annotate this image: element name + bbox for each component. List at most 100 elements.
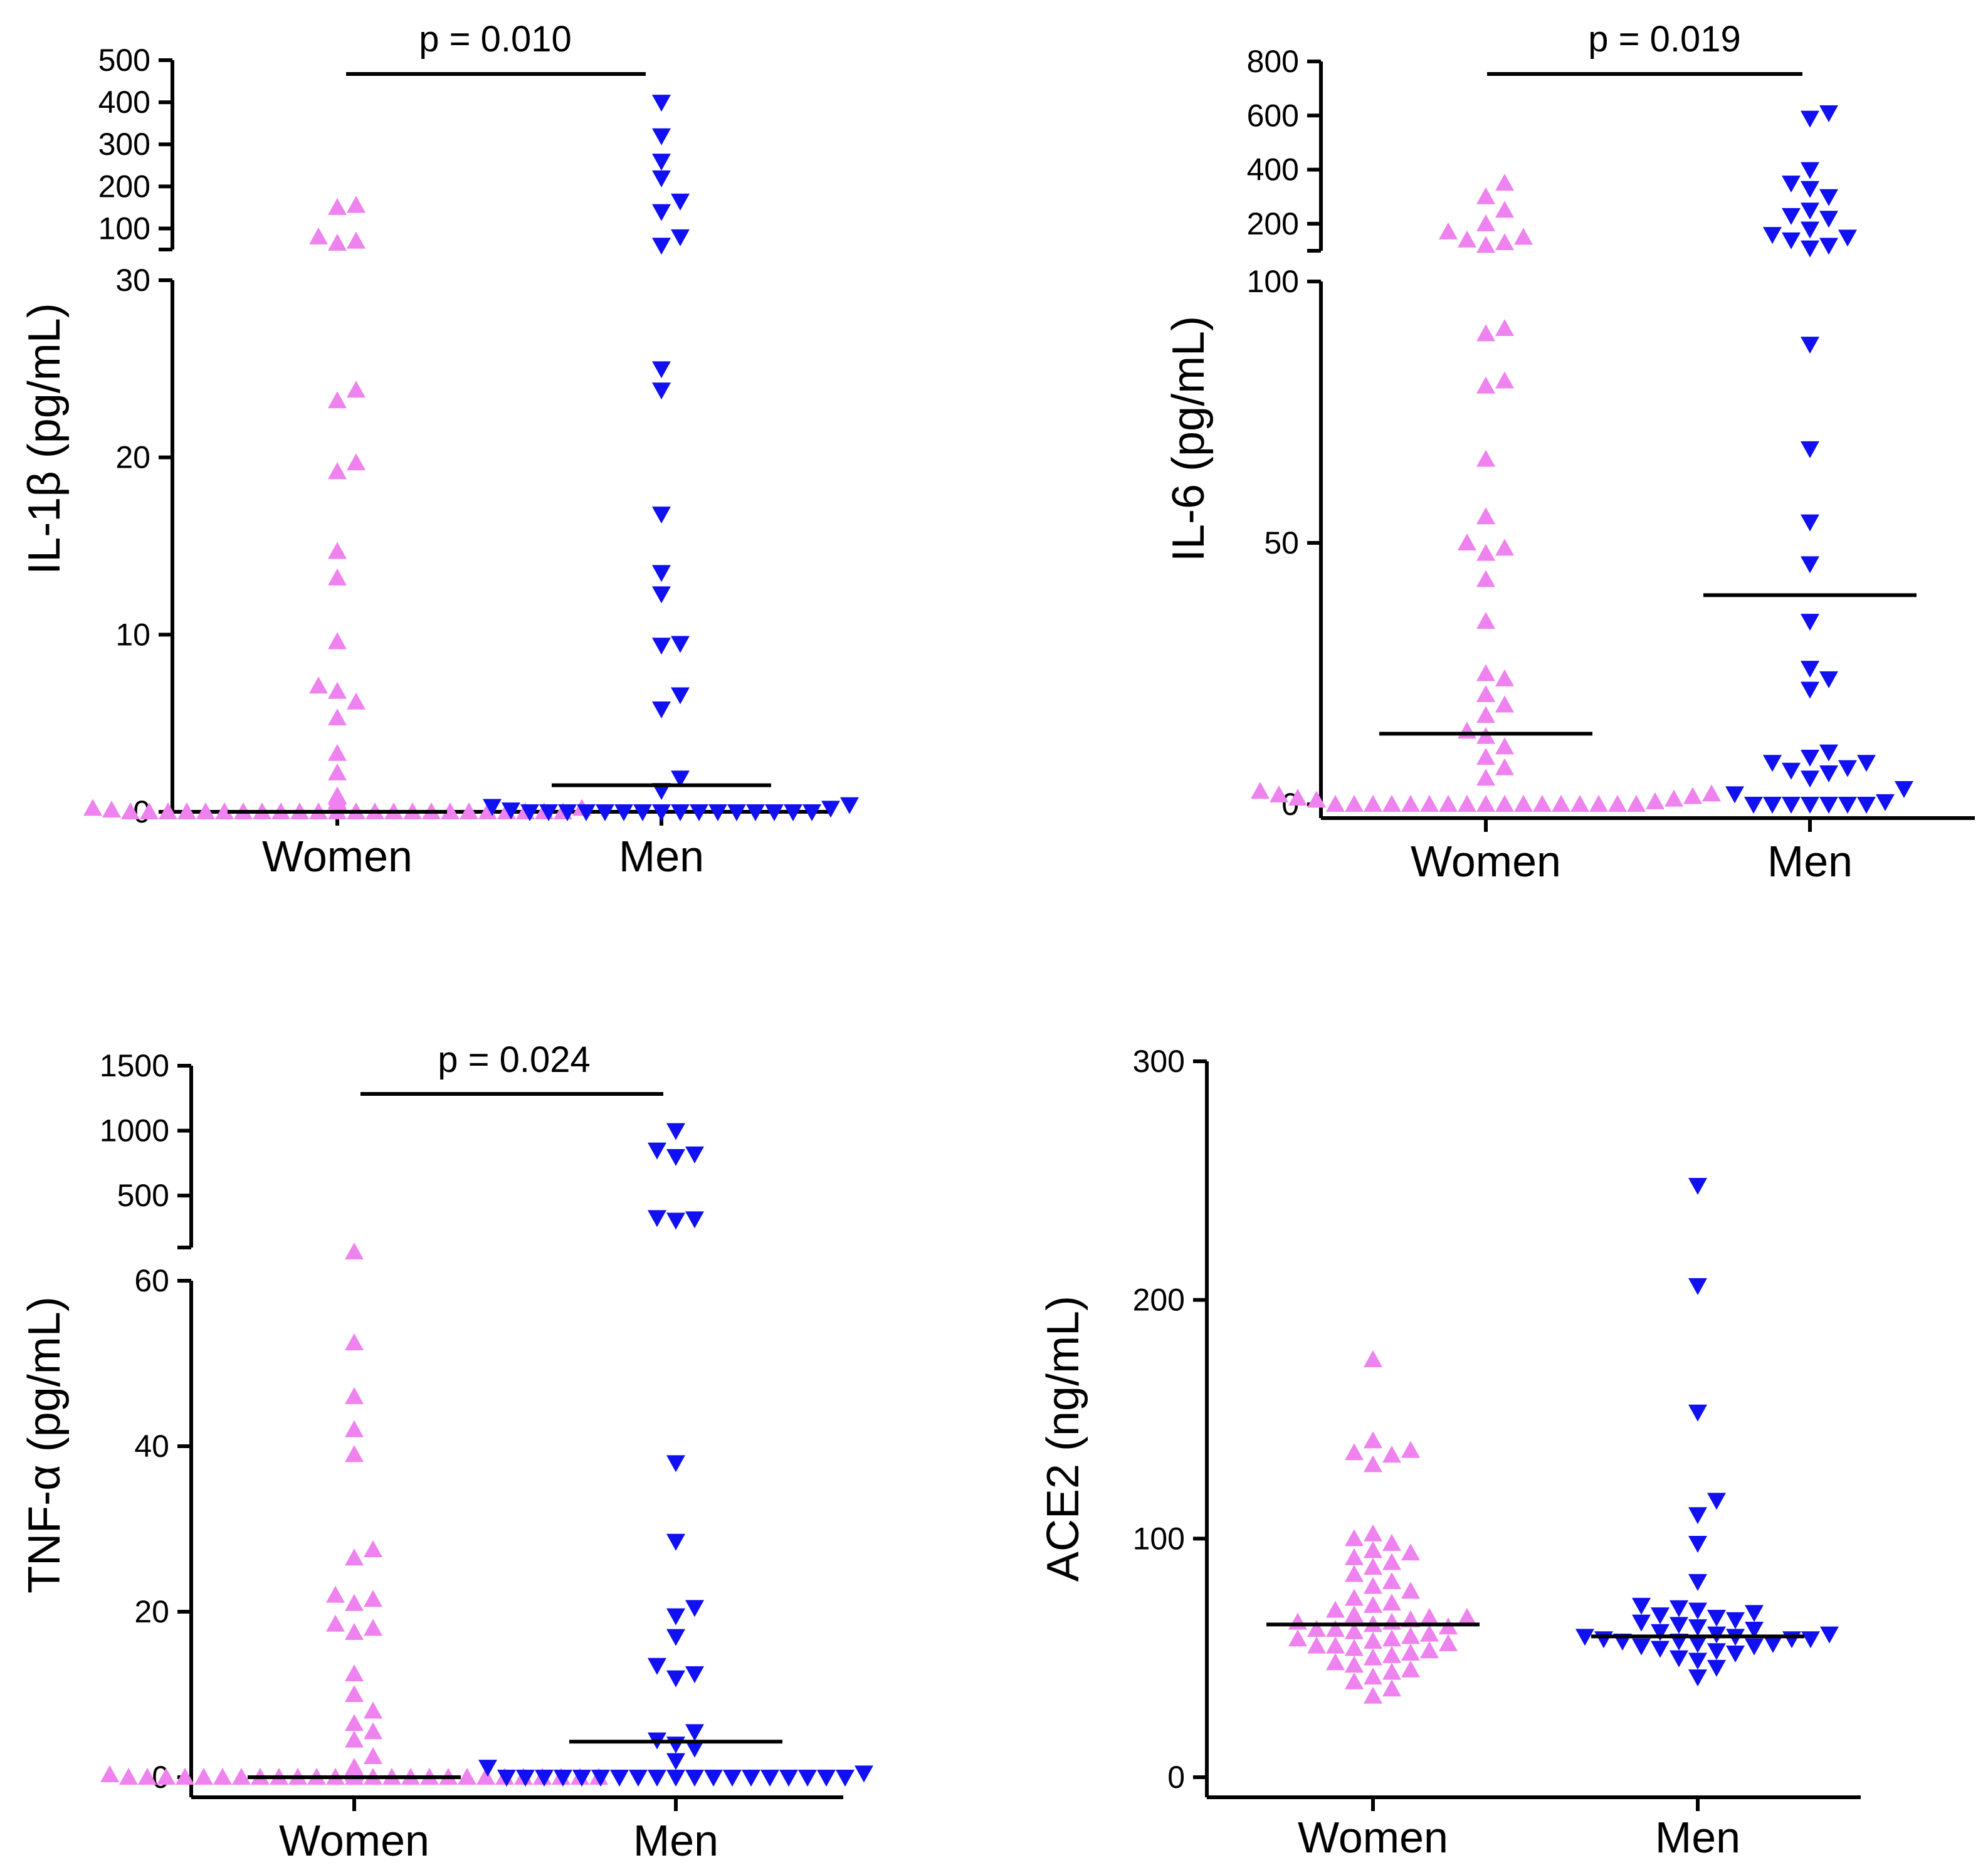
data-point-ace2-men-7 [1745, 1638, 1764, 1656]
data-point-ace2-women-6 [1345, 1656, 1364, 1673]
data-point-il6-women-43 [1476, 376, 1495, 394]
data-point-tnfa-women-12 [232, 1768, 251, 1785]
data-point-il6-men-12 [1782, 762, 1801, 780]
data-point-il6-women-9 [1570, 795, 1589, 812]
data-point-il6-women-38 [1476, 544, 1495, 561]
data-point-tnfa-men-22 [685, 1740, 704, 1758]
data-point-ace2-women-9 [1382, 1646, 1401, 1663]
data-point-il6-women-31 [1476, 706, 1495, 723]
data-point-tnfa-men-13 [798, 1770, 817, 1787]
data-point-tnfa-men-8 [591, 1770, 610, 1787]
data-point-ace2-women-21 [1345, 1622, 1364, 1639]
data-point-ace2-men-15 [1801, 1631, 1820, 1649]
data-point-il6-women-7 [1552, 795, 1570, 812]
y-tick-label-il1b-500: 500 [98, 43, 150, 78]
ylabel-ace2: ACE2 (ng/mL) [1038, 1296, 1088, 1582]
data-point-il6-women-22 [1270, 785, 1288, 802]
data-point-il1b-men-24 [652, 638, 671, 655]
data-point-tnfa-men-12 [554, 1770, 572, 1787]
data-point-ace2-women-36 [1401, 1582, 1420, 1599]
data-point-tnfa-women-47 [345, 1445, 364, 1463]
data-point-il6-women-8 [1401, 795, 1420, 812]
data-point-il6-women-46 [1495, 319, 1514, 337]
data-point-il1b-women-12 [215, 802, 234, 819]
data-point-tnfa-men-28 [648, 1657, 666, 1675]
data-point-ace2-women-3 [1364, 1668, 1382, 1685]
data-point-il1b-women-14 [196, 802, 215, 819]
data-point-il6-women-17 [1646, 792, 1665, 809]
data-point-tnfa-women-51 [345, 1242, 364, 1260]
data-point-il6-women-5 [1533, 795, 1552, 812]
data-point-ace2-women-44 [1364, 1541, 1382, 1558]
data-point-il1b-men-11 [765, 804, 784, 821]
data-point-ace2-women-8 [1364, 1648, 1382, 1666]
data-point-tnfa-men-36 [648, 1210, 666, 1227]
data-point-il1b-women-50 [347, 231, 366, 249]
data-point-tnfa-women-38 [345, 1664, 364, 1681]
data-point-il1b-women-36 [328, 763, 347, 780]
data-point-il6-women-25 [1476, 769, 1495, 786]
data-point-il6-women-20 [1288, 788, 1307, 806]
data-point-tnfa-women-45 [345, 1548, 364, 1566]
data-point-il1b-women-16 [177, 802, 196, 819]
data-point-ace2-men-14 [1594, 1631, 1613, 1649]
data-point-il6-women-26 [1495, 758, 1514, 775]
data-point-tnfa-men-16 [516, 1770, 535, 1787]
data-point-il1b-men-30 [652, 361, 671, 379]
data-point-ace2-women-10 [1401, 1644, 1420, 1661]
data-point-ace2-men-5 [1707, 1643, 1726, 1661]
data-point-tnfa-women-31 [345, 1758, 364, 1775]
data-point-il6-men-27 [1819, 238, 1838, 255]
data-point-tnfa-men-3 [704, 1770, 723, 1787]
data-point-il1b-men-37 [652, 128, 671, 145]
data-point-tnfa-women-11 [458, 1768, 476, 1785]
y-tick-label-ace2-200: 200 [1133, 1283, 1185, 1318]
data-point-ace2-men-3 [1670, 1650, 1688, 1668]
data-point-il1b-women-42 [328, 632, 347, 649]
data-point-tnfa-men-23 [666, 1736, 685, 1754]
data-point-il6-men-6 [1744, 797, 1763, 814]
p-value-il6: p = 0.019 [1588, 19, 1741, 60]
y-tick-label-il1b-200: 200 [98, 169, 150, 204]
data-point-il6-women-30 [1458, 722, 1476, 739]
data-point-il6-women-45 [1476, 324, 1495, 342]
data-point-il6-men-10 [1801, 770, 1819, 788]
data-point-il1b-men-20 [652, 783, 671, 801]
data-point-il6-men-22 [1801, 556, 1819, 574]
data-point-tnfa-women-44 [326, 1585, 345, 1603]
data-point-ace2-women-43 [1401, 1543, 1420, 1561]
data-point-tnfa-women-32 [364, 1747, 382, 1764]
data-point-tnfa-men-35 [685, 1211, 704, 1229]
data-point-il6-men-21 [1801, 614, 1819, 631]
data-point-il6-men-26 [1801, 240, 1819, 258]
data-point-ace2-men-1 [1707, 1659, 1726, 1677]
data-point-tnfa-men-32 [666, 1533, 685, 1551]
data-point-ace2-women-38 [1382, 1572, 1401, 1589]
data-point-ace2-women-39 [1345, 1565, 1364, 1582]
data-point-il1b-women-49 [328, 233, 347, 251]
data-point-ace2-women-22 [1326, 1619, 1345, 1637]
data-point-il1b-men-16 [502, 802, 520, 820]
data-point-tnfa-men-31 [685, 1600, 704, 1617]
data-point-il1b-men-21 [671, 770, 690, 788]
data-point-tnfa-women-20 [157, 1768, 176, 1785]
data-point-tnfa-men-29 [666, 1629, 685, 1646]
data-point-tnfa-men-10 [572, 1770, 591, 1787]
data-point-il1b-women-11 [441, 802, 460, 819]
data-point-il1b-women-40 [328, 681, 347, 699]
data-point-ace2-women-42 [1345, 1548, 1364, 1565]
data-point-il6-men-4 [1763, 797, 1782, 814]
data-point-ace2-men-24 [1632, 1614, 1651, 1632]
data-point-il1b-men-18 [483, 799, 502, 816]
category-label-men-il1b: Men [619, 832, 704, 881]
data-point-il6-men-33 [1782, 207, 1801, 225]
data-point-il1b-men-32 [671, 229, 690, 246]
data-point-il6-men-8 [1725, 786, 1744, 804]
data-point-ace2-men-9 [1688, 1636, 1707, 1653]
data-point-il1b-men-3 [690, 804, 708, 821]
data-point-ace2-men-35 [1707, 1493, 1726, 1510]
data-point-tnfa-women-46 [364, 1540, 382, 1557]
data-point-tnfa-men-21 [666, 1753, 685, 1770]
data-point-ace2-men-27 [1651, 1607, 1670, 1625]
category-label-women-tnfa: Women [279, 1816, 429, 1865]
